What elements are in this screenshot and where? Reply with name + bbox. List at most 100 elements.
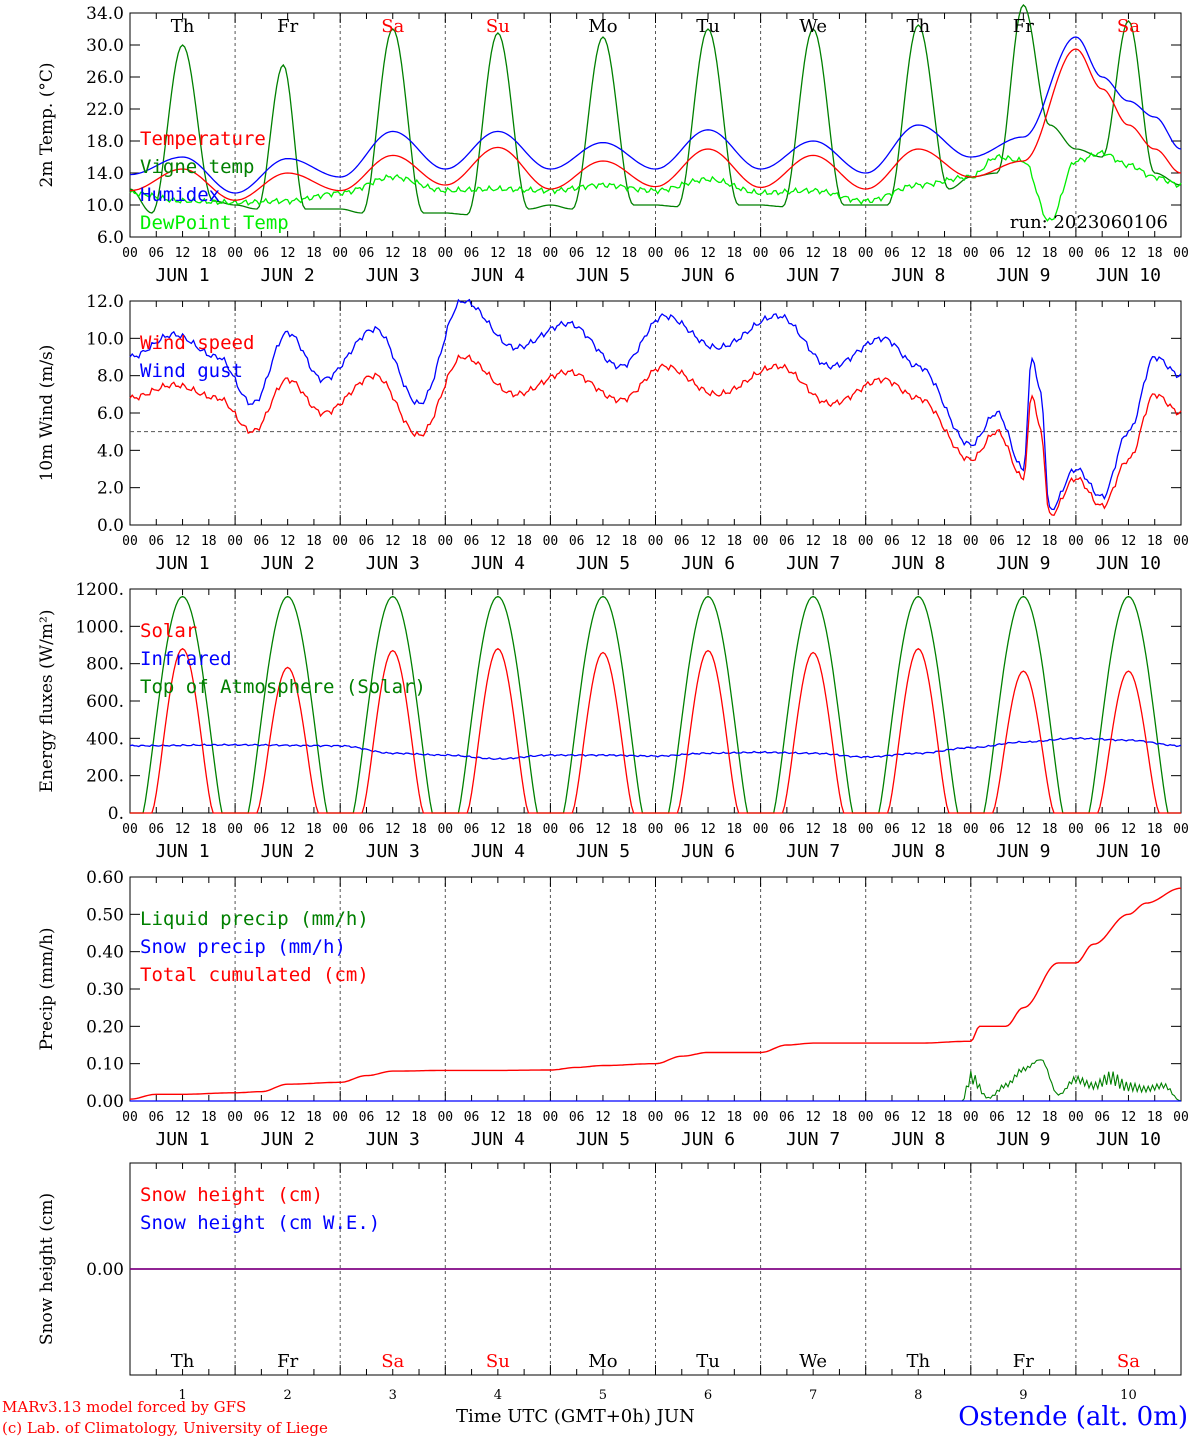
x-hour-label: 12 xyxy=(385,1110,401,1125)
y-tick-label: 0.10 xyxy=(86,1055,124,1075)
y-tick-label: 200. xyxy=(86,767,124,787)
y-tick-label: 0.00 xyxy=(86,1260,124,1280)
y-tick-label: 34.0 xyxy=(86,4,124,24)
x-hour-label: 06 xyxy=(359,534,375,549)
x-hour-label: 00 xyxy=(1173,246,1189,261)
x-hour-label: 12 xyxy=(175,822,191,837)
x-hour-label: 00 xyxy=(648,534,664,549)
x-hour-label: 00 xyxy=(122,822,138,837)
x-hour-label: 18 xyxy=(1147,1110,1163,1125)
x-hour-label: 12 xyxy=(910,534,926,549)
x-hour-label: 06 xyxy=(148,246,164,261)
panel-frame-energy xyxy=(129,588,1182,814)
x-hour-label: 12 xyxy=(910,246,926,261)
day-number-label: 9 xyxy=(1019,1388,1027,1403)
x-hour-label: 18 xyxy=(1147,822,1163,837)
x-hour-label: 12 xyxy=(700,534,716,549)
weekday-label: Sa xyxy=(381,16,404,37)
x-hour-label: 00 xyxy=(858,1110,874,1125)
x-hour-label: 18 xyxy=(832,822,848,837)
x-date-label: JUN 3 xyxy=(366,1129,420,1150)
x-hour-label: 18 xyxy=(832,246,848,261)
x-date-label: JUN 1 xyxy=(155,1129,209,1150)
weekday-label: Su xyxy=(486,1351,510,1372)
legend-entry: Wind speed xyxy=(140,332,254,354)
weekday-label: Mo xyxy=(588,1351,617,1372)
y-tick-label: 600. xyxy=(86,692,124,712)
y-axis-label: Energy fluxes (W/m²) xyxy=(37,610,57,793)
x-hour-label: 00 xyxy=(332,1110,348,1125)
x-hour-label: 12 xyxy=(700,822,716,837)
x-hour-label: 18 xyxy=(411,1110,427,1125)
x-date-label: JUN 7 xyxy=(786,265,840,286)
x-date-label: JUN 4 xyxy=(471,553,525,574)
x-hour-label: 06 xyxy=(779,1110,795,1125)
lab-credit: (c) Lab. of Climatology, University of L… xyxy=(2,1419,328,1437)
x-hour-label: 12 xyxy=(1016,246,1032,261)
x-hour-label: 06 xyxy=(884,1110,900,1125)
model-credit: MARv3.13 model forced by GFS xyxy=(2,1398,247,1416)
legend-entry: Top of Atmosphere (Solar) xyxy=(140,676,426,698)
x-hour-label: 00 xyxy=(1068,246,1084,261)
x-hour-label: 06 xyxy=(464,1110,480,1125)
x-hour-label: 06 xyxy=(1094,246,1110,261)
weekday-label: Fr xyxy=(1013,16,1034,37)
x-hour-label: 00 xyxy=(858,822,874,837)
x-hour-label: 18 xyxy=(937,822,953,837)
x-date-label: JUN 10 xyxy=(1096,1129,1161,1150)
x-hour-label: 06 xyxy=(989,1110,1005,1125)
x-date-label: JUN 5 xyxy=(576,841,630,862)
x-date-label: JUN 8 xyxy=(891,841,945,862)
x-hour-label: 12 xyxy=(595,1110,611,1125)
x-hour-label: 00 xyxy=(753,1110,769,1125)
x-hour-label: 00 xyxy=(122,246,138,261)
x-date-label: JUN 9 xyxy=(996,265,1050,286)
y-tick-label: 6.0 xyxy=(97,228,124,248)
x-hour-label: 00 xyxy=(332,246,348,261)
x-hour-label: 06 xyxy=(254,246,270,261)
x-hour-label: 18 xyxy=(516,822,532,837)
x-hour-label: 18 xyxy=(201,1110,217,1125)
weekday-label: Fr xyxy=(277,16,298,37)
x-hour-label: 00 xyxy=(648,246,664,261)
x-hour-label: 12 xyxy=(1016,534,1032,549)
x-date-label: JUN 6 xyxy=(681,553,735,574)
x-date-label: JUN 1 xyxy=(155,841,209,862)
legend-entry: Snow height (cm W.E.) xyxy=(140,1212,380,1234)
x-hour-label: 12 xyxy=(910,822,926,837)
x-hour-label: 18 xyxy=(516,534,532,549)
series-line-vigne-temp xyxy=(129,4,1182,216)
y-tick-label: 0.00 xyxy=(86,1092,124,1112)
x-date-label: JUN 2 xyxy=(261,841,315,862)
y-tick-label: 30.0 xyxy=(86,36,124,56)
x-hour-label: 00 xyxy=(1173,1110,1189,1125)
x-hour-label: 06 xyxy=(1094,1110,1110,1125)
series-line-temperature xyxy=(129,48,1182,201)
x-hour-label: 06 xyxy=(884,822,900,837)
x-hour-label: 06 xyxy=(1094,822,1110,837)
x-date-label: JUN 6 xyxy=(681,841,735,862)
day-number-label: 7 xyxy=(809,1388,817,1403)
x-hour-label: 06 xyxy=(359,1110,375,1125)
x-date-label: JUN 3 xyxy=(366,841,420,862)
x-hour-label: 18 xyxy=(937,534,953,549)
x-hour-label: 00 xyxy=(543,822,559,837)
weekday-label: Su xyxy=(486,16,510,37)
x-date-label: JUN 5 xyxy=(576,1129,630,1150)
weekday-label: Th xyxy=(171,1351,195,1372)
x-hour-label: 06 xyxy=(148,822,164,837)
y-tick-label: 1200. xyxy=(75,580,124,600)
x-date-label: JUN 7 xyxy=(786,553,840,574)
y-tick-label: 1000. xyxy=(75,617,124,637)
x-hour-label: 06 xyxy=(359,246,375,261)
x-date-label: JUN 10 xyxy=(1096,553,1161,574)
x-hour-label: 18 xyxy=(1147,246,1163,261)
y-axis-label: 2m Temp. (°C) xyxy=(37,62,57,187)
x-hour-label: 12 xyxy=(280,534,296,549)
x-hour-label: 18 xyxy=(621,1110,637,1125)
y-tick-label: 14.0 xyxy=(86,164,124,184)
x-hour-label: 18 xyxy=(201,246,217,261)
x-hour-label: 00 xyxy=(332,822,348,837)
x-hour-label: 00 xyxy=(227,534,243,549)
x-date-label: JUN 6 xyxy=(681,1129,735,1150)
